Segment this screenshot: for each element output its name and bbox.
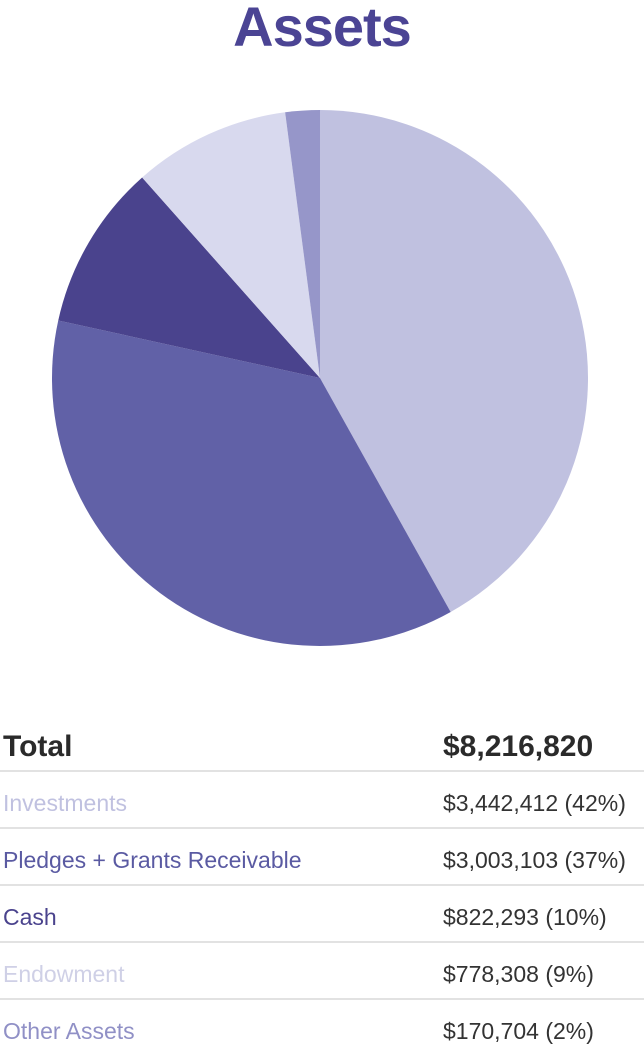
legend-label: Pledges + Grants Receivable: [3, 847, 302, 873]
chart-title: Assets: [233, 0, 412, 58]
pie-chart: [51, 110, 588, 647]
legend-value: $778,308 (9%): [443, 961, 594, 987]
legend-value: $3,442,412 (42%): [443, 790, 626, 816]
legend-label: Other Assets: [3, 1018, 135, 1044]
legend-value: $3,003,103 (37%): [443, 847, 626, 873]
legend-row-other-assets: Other Assets $170,704 (2%): [0, 1000, 644, 1055]
assets-table: Total $8,216,820 Investments $3,442,412 …: [0, 720, 644, 1055]
legend-row-endowment: Endowment $778,308 (9%): [0, 943, 644, 1000]
pie-slice-other-assets: [285, 110, 320, 378]
pie-slice-investments: [320, 110, 588, 612]
total-value: $8,216,820: [443, 730, 594, 763]
total-row: Total $8,216,820: [0, 720, 644, 772]
legend-row-pledges: Pledges + Grants Receivable $3,003,103 (…: [0, 829, 644, 886]
legend-label: Investments: [3, 790, 127, 816]
legend-label: Cash: [3, 904, 57, 930]
legend-value: $822,293 (10%): [443, 904, 607, 930]
pie-slice-pledges-grants-receivable: [51, 320, 451, 647]
legend-row-investments: Investments $3,442,412 (42%): [0, 772, 644, 829]
pie-slice-cash: [58, 177, 320, 378]
legend-label: Endowment: [3, 961, 125, 987]
total-label: Total: [3, 730, 73, 763]
pie-slice-endowment: [142, 112, 320, 378]
legend-value: $170,704 (2%): [443, 1018, 594, 1044]
legend-row-cash: Cash $822,293 (10%): [0, 886, 644, 943]
